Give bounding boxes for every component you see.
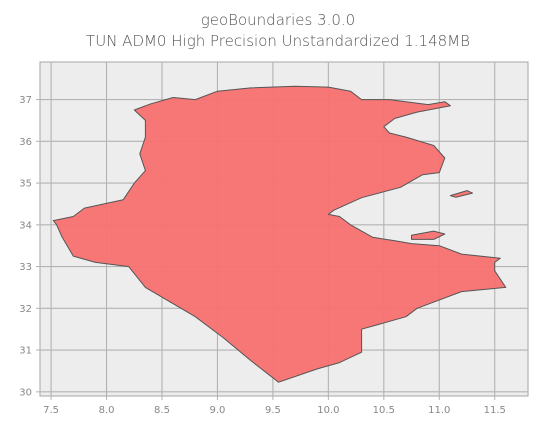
chart-title-line-2: TUN ADM0 High Precision Unstandardized 1… [86, 32, 470, 50]
x-tick-label: 9.5 [265, 405, 281, 416]
y-tick-label: 36 [19, 137, 32, 148]
x-tick-label: 9.0 [210, 405, 226, 416]
tunisia-mainland-shape [52, 85, 507, 383]
x-tick-label: 10.0 [317, 405, 339, 416]
y-tick-label: 34 [19, 220, 32, 231]
x-tick-label: 8.5 [154, 405, 170, 416]
y-tick-label: 30 [19, 387, 32, 398]
y-tick-label: 31 [19, 346, 32, 357]
x-tick-label: 10.5 [373, 405, 395, 416]
y-tick-label: 33 [19, 262, 32, 273]
island-shape [449, 190, 473, 198]
country-boundary [52, 85, 507, 383]
x-axis: 7.5 8.0 8.5 9.0 9.5 10.0 10.5 11.0 11.5 [43, 396, 506, 416]
x-tick-label: 8.0 [99, 405, 115, 416]
y-tick-label: 32 [19, 304, 32, 315]
x-tick-label: 11.0 [428, 405, 450, 416]
x-tick-label: 7.5 [43, 405, 59, 416]
chart-title-line-1: geoBoundaries 3.0.0 [200, 11, 356, 29]
y-axis: 30 31 32 33 34 35 36 37 [19, 95, 40, 398]
y-tick-label: 35 [19, 179, 32, 190]
island-shape [411, 230, 446, 240]
y-tick-label: 37 [19, 95, 32, 106]
x-tick-label: 11.5 [484, 405, 506, 416]
